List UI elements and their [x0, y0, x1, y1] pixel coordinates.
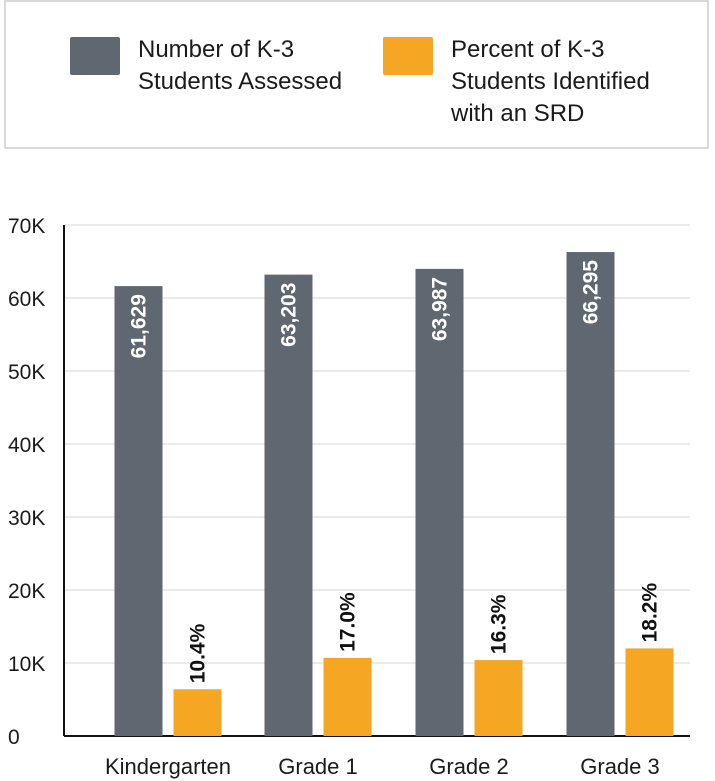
legend-swatch-orange	[383, 37, 433, 75]
y-tick-label: 60K	[8, 288, 45, 311]
bar-percent-srd	[625, 648, 674, 736]
legend-label-line: Percent of K-3	[451, 36, 605, 63]
legend-swatch-gray	[70, 37, 120, 75]
legend-item-percent-srd: Percent of K-3 Students Identified with …	[383, 34, 650, 130]
legend-label: Number of K-3 Students Assessed	[138, 34, 342, 98]
x-category-label: Grade 2	[429, 754, 509, 779]
y-tick-label: 10K	[8, 653, 45, 676]
legend-label-line: with an SRD	[451, 100, 585, 127]
y-tick-label: 50K	[8, 361, 45, 384]
y-tick-label: 30K	[8, 507, 45, 530]
legend-label-line: Students Identified	[451, 68, 650, 95]
data-label: 18.2%	[639, 583, 662, 643]
bar-students-assessed	[264, 274, 313, 736]
x-category-label: Grade 1	[278, 754, 358, 779]
bar-percent-srd	[173, 689, 222, 736]
y-tick-label: 70K	[8, 215, 45, 238]
data-label: 63,987	[429, 277, 452, 341]
y-tick-label: 40K	[8, 434, 45, 457]
legend: Number of K-3 Students Assessed Percent …	[4, 0, 709, 149]
legend-item-students-assessed: Number of K-3 Students Assessed	[70, 34, 342, 98]
legend-label: Percent of K-3 Students Identified with …	[451, 34, 650, 130]
data-label: 17.0%	[337, 592, 360, 652]
data-label: 63,203	[278, 283, 301, 347]
bar-students-assessed	[114, 286, 163, 736]
data-label: 61,629	[128, 294, 151, 358]
legend-label-line: Number of K-3	[138, 36, 295, 63]
bar-percent-srd	[323, 657, 372, 736]
legend-label-line: Students Assessed	[138, 68, 343, 95]
data-label: 16.3%	[488, 594, 511, 654]
y-tick-label: 0	[8, 726, 20, 749]
data-label: 10.4%	[187, 623, 210, 683]
bar-percent-srd	[474, 660, 523, 736]
data-label: 66,295	[580, 260, 603, 325]
x-category-label: Kindergarten	[105, 754, 231, 779]
bar-students-assessed	[415, 268, 464, 736]
bar-students-assessed	[566, 252, 615, 736]
y-tick-label: 20K	[8, 580, 45, 603]
bar-chart: 0 10K 20K 30K 40K 50K 60K 70K 61,629 10.4% Kinderg…	[8, 215, 690, 779]
x-category-label: Grade 3	[580, 754, 660, 779]
